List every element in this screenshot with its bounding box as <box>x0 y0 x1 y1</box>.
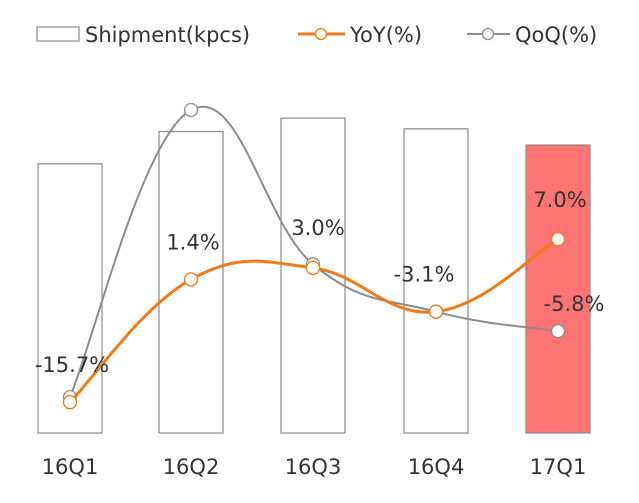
yoy-label-16q2: 1.4% <box>166 230 219 254</box>
yoy-point-17q1 <box>550 232 566 247</box>
yoy-point-16q3 <box>305 260 321 276</box>
yoy-label-16q1: -15.7% <box>35 353 109 377</box>
yoy-point-16q1 <box>62 394 78 410</box>
legend-marker-yoy <box>314 27 328 41</box>
qoq-point-16q2 <box>183 102 199 118</box>
shipment-bars <box>37 117 591 434</box>
shipment-bar-16q1 <box>37 163 103 434</box>
qoq-line <box>69 105 559 398</box>
yoy-point-16q2 <box>183 272 199 287</box>
percentage-lines <box>62 102 566 410</box>
x-tick-label-16q1: 16Q1 <box>42 455 99 479</box>
chart-legend: Shipment(kpcs) YoY(%) QoQ(%) <box>36 23 597 47</box>
x-tick-label-16q2: 16Q2 <box>163 455 220 479</box>
shipment-bar-17q1 <box>525 144 591 434</box>
legend-label-shipment: Shipment(kpcs) <box>85 23 250 47</box>
qoq-label-17q1: -5.8% <box>544 292 605 316</box>
yoy-label-17q1: 7.0% <box>533 188 586 212</box>
data-labels: -15.7% 1.4% 3.0% -3.1% 7.0% -5.8% <box>35 188 605 377</box>
yoy-point-16q4 <box>428 304 444 319</box>
x-tick-label-16q4: 16Q4 <box>408 455 465 479</box>
yoy-label-16q3: 3.0% <box>291 216 344 240</box>
x-tick-label-17q1: 17Q1 <box>530 455 587 479</box>
x-tick-label-16q3: 16Q3 <box>285 455 342 479</box>
shipment-bar-16q3 <box>280 117 346 434</box>
legend-swatch-shipment <box>36 26 80 42</box>
legend-marker-qoq <box>481 27 495 41</box>
x-axis: 16Q1 16Q2 16Q3 16Q4 17Q1 <box>42 455 587 479</box>
qoq-point-17q1 <box>550 323 566 339</box>
shipment-bar-16q4 <box>403 128 469 434</box>
yoy-label-16q4: -3.1% <box>394 263 455 287</box>
legend-label-qoq: QoQ(%) <box>515 23 597 47</box>
legend-label-yoy: YoY(%) <box>349 23 422 47</box>
